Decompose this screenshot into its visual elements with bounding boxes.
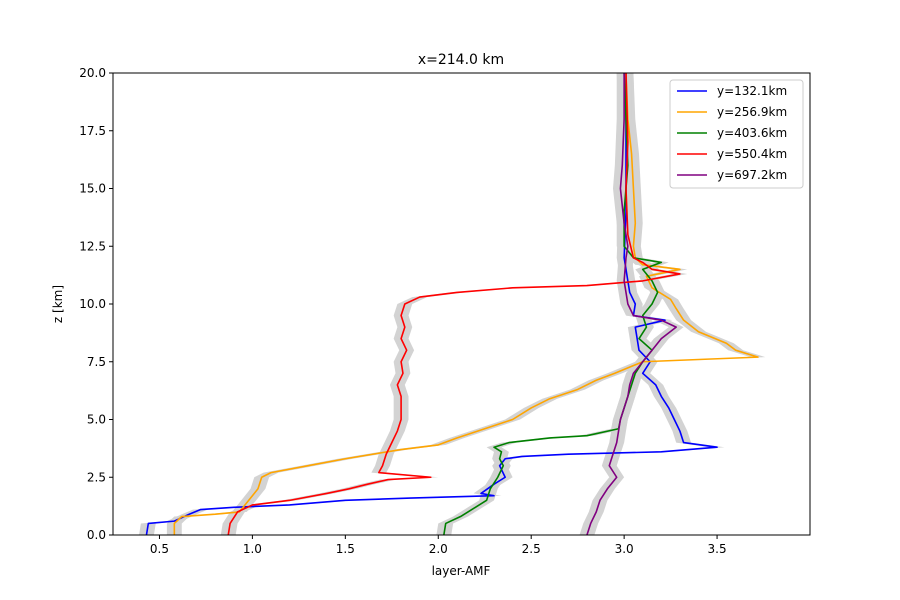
y-tick-label: 5.0	[87, 413, 106, 427]
legend: y=132.1km y=256.9km y=403.6km y=550.4km y=69…	[669, 79, 804, 189]
x-axis: 0.5 1.0 1.5 2.0 2.5 3.0 3.5	[150, 535, 727, 556]
x-tick-label: 1.0	[243, 542, 262, 556]
x-tick-label: 2.0	[429, 542, 448, 556]
y-tick-label: 20.0	[79, 66, 106, 80]
y-tick-label: 17.5	[79, 124, 106, 138]
series-line-1	[145, 73, 718, 536]
x-tick-label: 3.5	[708, 542, 727, 556]
x-tick-label: 2.5	[522, 542, 541, 556]
series-line-5	[586, 73, 677, 536]
series-line-4	[227, 72, 681, 536]
y-axis-label: z [km]	[51, 285, 65, 323]
y-axis: 0.0 2.5 5.0 7.5 10.0 12.5 15.0 17.5 20.0	[79, 66, 113, 542]
legend-label: y=550.4km	[717, 147, 787, 161]
legend-label: y=132.1km	[717, 84, 787, 98]
legend-label: y=256.9km	[717, 105, 787, 119]
legend-label: y=697.2km	[717, 168, 787, 182]
uncertainty-bands	[139, 73, 766, 535]
y-tick-label: 7.5	[87, 355, 106, 369]
y-tick-label: 0.0	[87, 528, 106, 542]
legend-box	[669, 79, 804, 189]
y-tick-label: 10.0	[79, 297, 106, 311]
series-lines	[145, 72, 759, 536]
y-tick-label: 15.0	[79, 182, 106, 196]
chart-title: x=214.0 km	[418, 52, 504, 68]
x-axis-label: layer-AMF	[432, 564, 491, 578]
x-tick-label: 3.0	[615, 542, 634, 556]
legend-label: y=403.6km	[717, 126, 787, 140]
uncertainty-band-5	[579, 73, 684, 535]
series-line-3	[443, 72, 663, 536]
x-tick-label: 0.5	[150, 542, 169, 556]
y-tick-label: 2.5	[87, 470, 106, 484]
x-tick-label: 1.5	[336, 542, 355, 556]
y-tick-label: 12.5	[79, 239, 106, 253]
